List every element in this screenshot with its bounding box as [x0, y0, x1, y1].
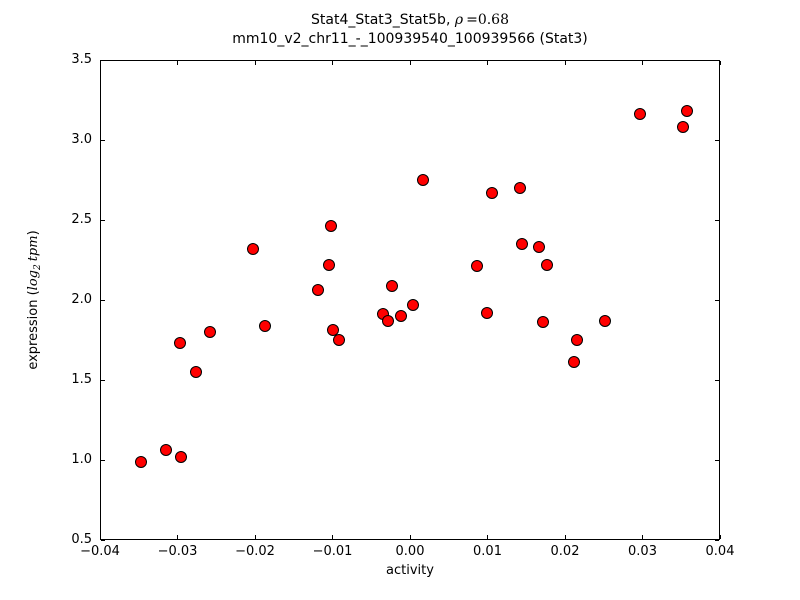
x-tick-mark	[254, 61, 256, 65]
y-tick-mark	[101, 539, 105, 541]
chart-title-line1: Stat4_Stat3_Stat5b, ρ =0.68	[100, 11, 720, 30]
y-tick-mark	[715, 59, 719, 61]
y-tick-mark	[101, 459, 105, 461]
y-tick-mark	[715, 139, 719, 141]
x-tick-mark	[487, 61, 488, 65]
x-tick-mark	[254, 535, 256, 539]
y-tick-mark	[101, 139, 105, 141]
scatter-point	[204, 326, 217, 338]
rho-symbol: ρ	[454, 12, 464, 28]
y-tick-mark	[101, 299, 105, 301]
y-label-math-tail: tpm	[26, 235, 41, 262]
x-tick-mark	[332, 61, 333, 65]
y-tick-mark	[715, 459, 719, 461]
scatter-point	[417, 174, 430, 186]
scatter-point	[480, 306, 493, 319]
scatter-point	[386, 279, 399, 292]
scatter-point	[135, 455, 148, 468]
chart-title-line2: mm10_v2_chr11_-_100939540_100939566 (Sta…	[232, 31, 588, 47]
x-tick-mark	[99, 535, 101, 539]
y-tick-mark	[101, 219, 105, 221]
scatter-point	[681, 105, 694, 118]
scatter-point	[322, 258, 335, 271]
scatter-point	[514, 182, 527, 194]
scatter-point	[173, 337, 186, 350]
x-tick-mark	[719, 535, 721, 539]
y-tick-label: 2.0	[71, 292, 92, 307]
x-tick-mark	[177, 535, 178, 539]
scatter-point	[259, 319, 272, 332]
x-tick-mark	[177, 61, 178, 65]
scatter-point	[311, 284, 324, 297]
chart-title: Stat4_Stat3_Stat5b, ρ =0.68 mm10_v2_chr11…	[100, 11, 720, 49]
scatter-point	[470, 260, 483, 273]
y-tick-label: 3.5	[71, 52, 92, 67]
y-label-subscript: 2	[33, 264, 43, 271]
y-label-suffix: )	[26, 230, 41, 236]
scatter-point	[395, 310, 408, 322]
y-tick-label: 1.0	[71, 452, 92, 467]
y-tick-mark	[715, 299, 719, 301]
y-tick-label: 1.5	[71, 372, 92, 387]
x-tick-mark	[642, 535, 643, 539]
title-text: Stat4_Stat3_Stat5b,	[311, 12, 451, 28]
y-label-math: log	[26, 270, 41, 291]
x-tick-mark	[409, 61, 411, 65]
y-axis-label: expression (log2 tpm)	[26, 150, 46, 450]
x-tick-label: 0.04	[705, 544, 735, 559]
scatter-point	[382, 314, 395, 327]
scatter-point	[634, 108, 647, 121]
x-tick-mark	[719, 61, 721, 65]
x-tick-label: −0.01	[312, 544, 353, 559]
x-tick-label: −0.04	[80, 544, 120, 559]
x-tick-mark	[487, 535, 488, 539]
y-tick-mark	[715, 219, 719, 221]
scatter-point	[541, 258, 554, 271]
x-tick-label: 0.02	[550, 544, 580, 559]
x-tick-mark	[409, 535, 411, 539]
y-tick-label: 2.5	[71, 212, 92, 227]
x-tick-label: 0.01	[473, 544, 502, 559]
x-tick-mark	[332, 535, 333, 539]
scatter-point	[174, 450, 187, 463]
y-tick-mark	[101, 59, 105, 61]
y-tick-mark	[715, 539, 719, 541]
y-label-prefix: expression (	[26, 290, 41, 370]
x-tick-label: 0.00	[395, 544, 425, 559]
x-axis-label: activity	[386, 563, 434, 578]
scatter-point	[516, 238, 529, 250]
y-tick-mark	[101, 379, 105, 381]
x-tick-mark	[564, 61, 566, 65]
scatter-point	[190, 366, 203, 378]
scatter-point	[159, 444, 172, 457]
scatter-point	[532, 241, 545, 254]
scatter-point	[332, 334, 345, 346]
scatter-point	[324, 220, 337, 233]
x-tick-mark	[642, 61, 643, 65]
scatter-point	[598, 314, 611, 327]
x-tick-mark	[564, 535, 566, 539]
scatter-point	[407, 298, 420, 311]
scatter-point	[536, 316, 549, 329]
scatter-point	[570, 334, 583, 346]
x-tick-label: −0.03	[157, 544, 198, 559]
y-tick-label: 0.5	[71, 532, 92, 547]
scatter-point	[486, 186, 499, 199]
scatter-point	[567, 356, 580, 369]
y-tick-label: 3.0	[71, 132, 92, 147]
x-tick-mark	[99, 61, 101, 65]
scatter-point	[246, 242, 259, 255]
x-tick-label: −0.02	[235, 544, 275, 559]
x-tick-label: 0.03	[628, 544, 657, 559]
scatter-point	[676, 121, 689, 134]
y-tick-mark	[715, 379, 719, 381]
rho-value: =0.68	[466, 12, 509, 28]
